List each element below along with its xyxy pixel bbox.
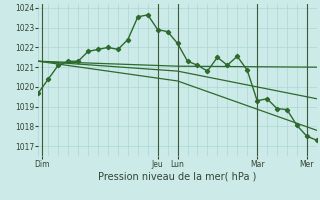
X-axis label: Pression niveau de la mer( hPa ): Pression niveau de la mer( hPa ) (99, 172, 257, 182)
